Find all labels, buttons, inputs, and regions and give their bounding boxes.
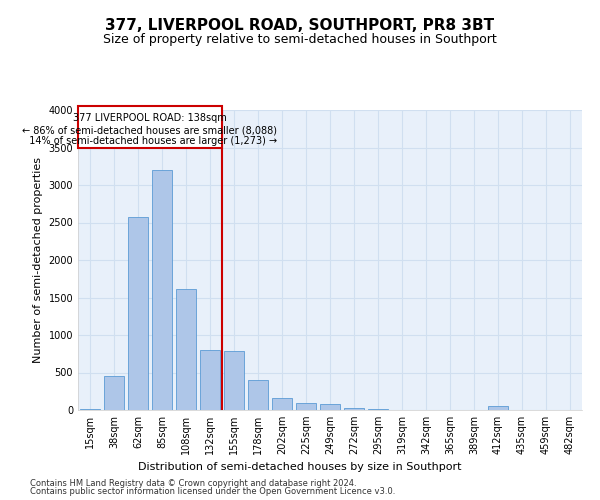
Text: 377 LIVERPOOL ROAD: 138sqm: 377 LIVERPOOL ROAD: 138sqm: [73, 113, 227, 123]
Bar: [296, 403, 316, 410]
Bar: [344, 408, 364, 410]
Bar: [200, 350, 220, 410]
Bar: [272, 398, 292, 410]
Text: Contains HM Land Registry data © Crown copyright and database right 2024.: Contains HM Land Registry data © Crown c…: [30, 478, 356, 488]
Bar: [104, 376, 124, 410]
Text: Size of property relative to semi-detached houses in Southport: Size of property relative to semi-detach…: [103, 32, 497, 46]
Bar: [152, 170, 172, 410]
Bar: [488, 406, 508, 410]
Bar: [320, 404, 340, 410]
Bar: [80, 408, 100, 410]
Y-axis label: Number of semi-detached properties: Number of semi-detached properties: [33, 157, 43, 363]
Text: Distribution of semi-detached houses by size in Southport: Distribution of semi-detached houses by …: [138, 462, 462, 472]
Bar: [368, 409, 388, 410]
Text: 14% of semi-detached houses are larger (1,273) →: 14% of semi-detached houses are larger (…: [23, 136, 277, 146]
Text: 377, LIVERPOOL ROAD, SOUTHPORT, PR8 3BT: 377, LIVERPOOL ROAD, SOUTHPORT, PR8 3BT: [106, 18, 494, 32]
Bar: [224, 351, 244, 410]
Text: ← 86% of semi-detached houses are smaller (8,088): ← 86% of semi-detached houses are smalle…: [23, 125, 277, 135]
Bar: [248, 380, 268, 410]
Bar: [176, 288, 196, 410]
Text: Contains public sector information licensed under the Open Government Licence v3: Contains public sector information licen…: [30, 487, 395, 496]
FancyBboxPatch shape: [78, 106, 222, 148]
Bar: [128, 216, 148, 410]
